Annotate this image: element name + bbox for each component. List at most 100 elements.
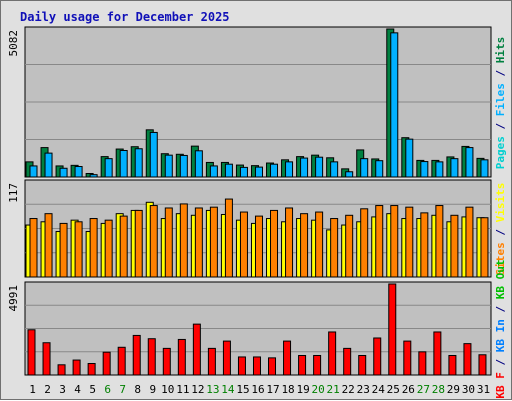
x-tick-day-22: 22	[342, 383, 355, 396]
bar-files-day-10	[164, 154, 173, 178]
bar-sites-day-28	[435, 205, 444, 278]
panel-hits-files: 5082 Pages / Files / Hits	[7, 26, 507, 178]
bar-sites-day-14	[224, 198, 233, 278]
bar-sites-day-1	[29, 218, 38, 278]
bar-kb-f-day-16	[252, 356, 261, 376]
bar-kb-f-day-5	[87, 363, 96, 376]
x-tick-day-8: 8	[134, 383, 141, 396]
legend-item-visits: Visits	[494, 183, 507, 223]
bar-kb-f-day-22	[343, 347, 352, 376]
legend-item-kb-f: KB F	[494, 372, 507, 399]
x-tick-day-1: 1	[29, 383, 36, 396]
bar-kb-f-day-26	[403, 340, 412, 376]
bar-kb-f-day-6	[102, 351, 111, 376]
legend-separator: /	[494, 116, 507, 136]
x-tick-day-13: 13	[206, 383, 219, 396]
bar-kb-f-day-23	[358, 354, 367, 376]
bar-files-day-22	[345, 171, 354, 178]
bar-kb-f-day-31	[478, 354, 487, 376]
bar-sites-day-24	[375, 205, 384, 278]
bar-sites-day-29	[450, 214, 459, 278]
bar-sites-day-10	[164, 207, 173, 278]
legend-item-kb-out: KB Out	[494, 259, 507, 299]
bar-kb-f-day-25	[388, 283, 397, 376]
bar-kb-f-day-7	[117, 346, 126, 376]
bar-kb-f-day-29	[448, 354, 457, 376]
panel-kbytes: 4991 KB F / KB In / KB Out	[7, 259, 507, 398]
bar-sites-day-25	[390, 205, 399, 278]
bar-kb-f-day-14	[222, 340, 231, 376]
x-tick-day-24: 24	[372, 383, 386, 396]
y-max-label: 5082	[7, 30, 20, 57]
bar-sites-day-19	[300, 213, 309, 278]
x-tick-day-2: 2	[44, 383, 51, 396]
legend-separator: /	[494, 352, 507, 372]
x-tick-day-31: 31	[477, 383, 490, 396]
bar-kb-f-day-17	[268, 357, 277, 376]
x-tick-day-16: 16	[251, 383, 264, 396]
x-tick-day-12: 12	[191, 383, 204, 396]
bar-sites-day-31	[480, 217, 489, 278]
legend-separator: /	[494, 299, 507, 319]
chart-title: Daily usage for December 2025	[20, 10, 230, 24]
bar-sites-day-23	[360, 208, 369, 278]
bar-kb-f-day-10	[162, 347, 171, 376]
bar-files-day-21	[330, 161, 339, 178]
bar-sites-day-17	[270, 209, 279, 278]
bar-files-day-17	[270, 163, 279, 178]
legend-item-files: Files	[494, 83, 507, 116]
bar-kb-f-day-19	[298, 354, 307, 376]
bar-files-day-31	[480, 159, 489, 178]
bar-kb-f-day-4	[72, 359, 81, 376]
bar-sites-day-12	[194, 207, 203, 278]
bar-kb-f-day-9	[147, 338, 156, 376]
x-tick-day-14: 14	[221, 383, 235, 396]
bar-files-day-6	[104, 158, 113, 178]
bar-files-day-15	[239, 166, 248, 178]
bar-files-day-3	[59, 167, 68, 178]
legend-separator: /	[494, 63, 507, 83]
bar-sites-day-13	[209, 206, 218, 278]
x-tick-day-3: 3	[59, 383, 66, 396]
bar-files-day-5	[89, 174, 98, 178]
x-tick-day-7: 7	[119, 383, 126, 396]
bar-sites-day-11	[179, 203, 188, 278]
legend-separator: /	[494, 222, 507, 242]
bar-kb-f-day-3	[57, 364, 66, 376]
bar-sites-day-2	[44, 213, 53, 278]
bar-files-day-25	[390, 32, 399, 178]
x-tick-day-4: 4	[74, 383, 81, 396]
x-tick-day-19: 19	[296, 383, 309, 396]
bar-sites-day-27	[420, 212, 429, 278]
bar-files-day-1	[29, 165, 38, 178]
bar-sites-day-20	[315, 211, 324, 278]
x-tick-day-5: 5	[89, 383, 96, 396]
bar-sites-day-4	[74, 221, 83, 278]
bar-files-day-27	[420, 161, 429, 178]
x-tick-day-10: 10	[161, 383, 174, 396]
x-tick-day-9: 9	[149, 383, 156, 396]
bar-files-day-18	[285, 161, 294, 178]
bar-kb-f-day-8	[132, 334, 141, 376]
bar-kb-f-day-21	[328, 331, 337, 376]
x-tick-day-23: 23	[357, 383, 370, 396]
legend-item-pages: Pages	[494, 136, 507, 169]
bar-sites-day-16	[254, 215, 263, 278]
x-tick-day-25: 25	[387, 383, 400, 396]
bar-kb-f-day-30	[463, 343, 472, 376]
bar-sites-day-30	[465, 206, 474, 278]
x-tick-day-6: 6	[104, 383, 111, 396]
bar-sites-day-26	[405, 206, 414, 278]
legend-item-sites: Sites	[494, 242, 507, 275]
bar-files-day-8	[134, 148, 143, 178]
bar-kb-f-day-28	[433, 331, 442, 376]
bar-sites-day-21	[330, 218, 339, 278]
y-max-label: 4991	[7, 285, 20, 312]
bar-files-day-30	[465, 147, 474, 178]
x-tick-day-26: 26	[402, 383, 415, 396]
bar-files-day-26	[405, 138, 414, 178]
legend-kbytes: KB F / KB In / KB Out	[494, 259, 507, 398]
bar-files-day-4	[74, 166, 83, 178]
